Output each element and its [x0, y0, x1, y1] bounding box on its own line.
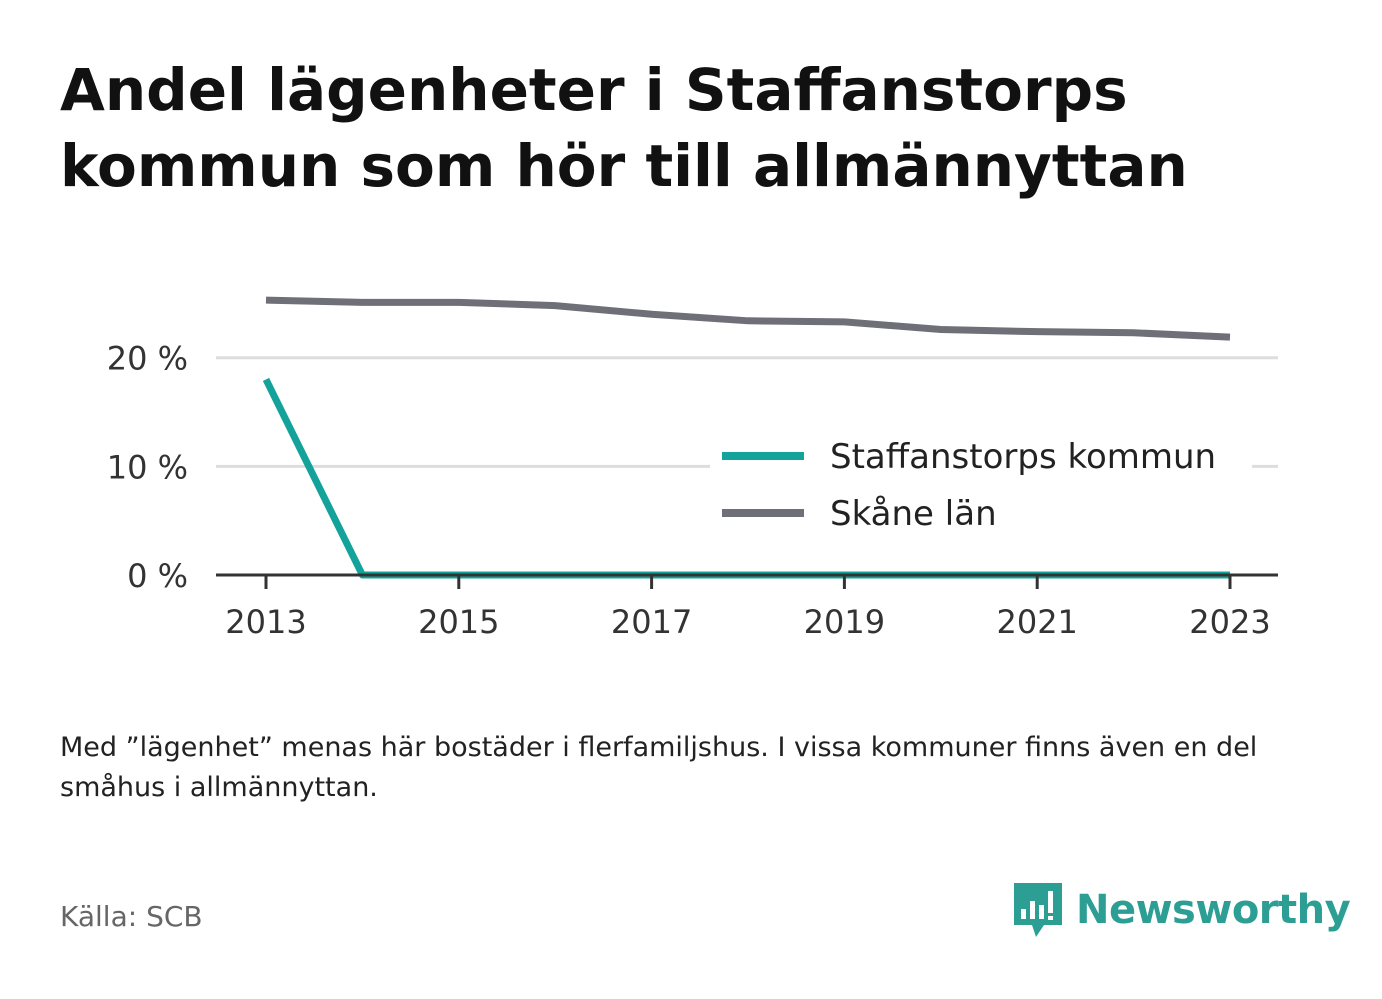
- x-tick-label: 2015: [418, 603, 499, 641]
- series-line: [265, 296, 1231, 341]
- y-tick-label: 0 %: [127, 557, 188, 595]
- source-label: Källa: SCB: [60, 900, 203, 933]
- x-tick-label: 2019: [804, 603, 885, 641]
- y-tick-label: 10 %: [107, 448, 188, 486]
- legend: Staffanstorps kommun Skåne län: [710, 430, 1252, 542]
- y-axis-ticks: 0 % 10 % 20 %: [107, 340, 188, 595]
- legend-background: [710, 430, 1252, 542]
- legend-label: Staffanstorps kommun: [830, 437, 1216, 477]
- x-tick-label: 2017: [611, 603, 692, 641]
- footnote: Med ”lägenhet” menas här bostäder i fler…: [60, 732, 1258, 803]
- x-tick-label: 2013: [225, 603, 306, 641]
- y-tick-label: 20 %: [107, 340, 188, 378]
- chart-title: Andel lägenheter i Staffanstorps kommun …: [60, 56, 1188, 200]
- brand-logo: Newsworthy: [1012, 878, 1351, 942]
- x-tick-label: 2021: [996, 603, 1077, 641]
- legend-label: Skåne län: [830, 494, 997, 534]
- newsworthy-logo-icon: [1014, 883, 1062, 937]
- brand-name: Newsworthy: [1076, 887, 1351, 933]
- x-tick-label: 2023: [1189, 603, 1270, 641]
- x-axis-ticks: 2013 2015 2017 2019 2021 2023: [225, 575, 1271, 641]
